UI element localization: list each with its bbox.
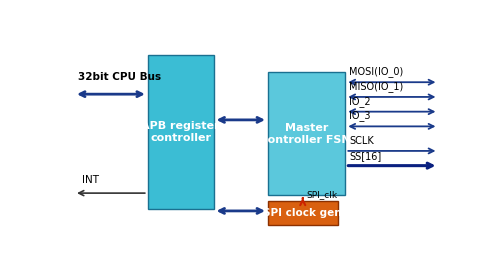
Bar (268, 201, 338, 225)
Text: IO_2: IO_2 (349, 96, 371, 107)
Text: MISO(IO_1): MISO(IO_1) (349, 81, 404, 92)
Text: SPI clock gen: SPI clock gen (264, 208, 342, 218)
Text: SCLK: SCLK (349, 136, 374, 146)
Text: APB register
controller: APB register controller (142, 121, 220, 143)
Text: Master
controller FSM: Master controller FSM (261, 123, 352, 144)
Text: 32bit CPU Bus: 32bit CPU Bus (78, 72, 161, 82)
Text: SS[16]: SS[16] (349, 151, 382, 161)
Bar (148, 54, 214, 209)
Bar (268, 72, 345, 195)
Text: MOSI(IO_0): MOSI(IO_0) (349, 66, 404, 77)
Text: IO_3: IO_3 (349, 111, 371, 122)
Text: SPI_clk: SPI_clk (306, 190, 338, 199)
Text: INT: INT (82, 175, 99, 185)
